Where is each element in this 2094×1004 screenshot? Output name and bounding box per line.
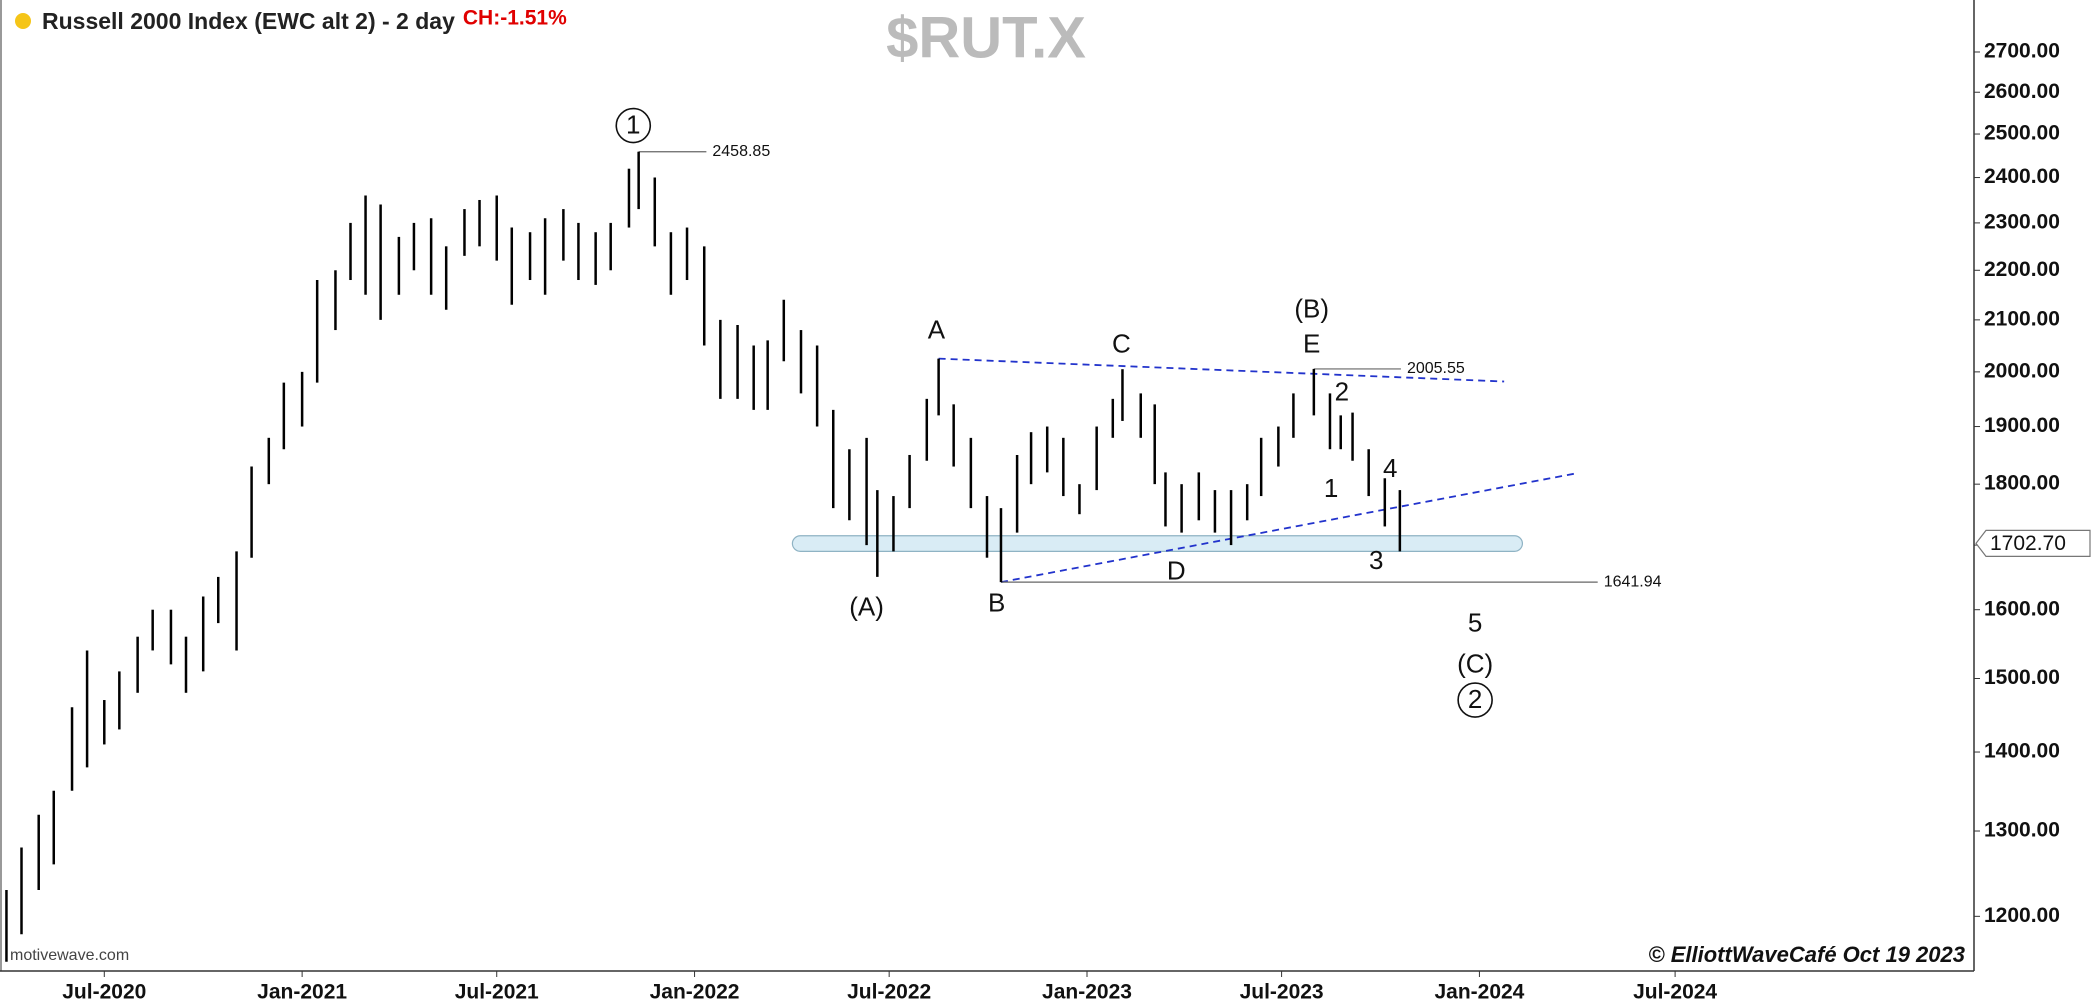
wave-label: (A)	[849, 592, 884, 622]
change-text: CH:-1.51%	[463, 7, 567, 30]
wave-label: 1	[626, 109, 640, 139]
y-tick-label: 2400.00	[1984, 165, 2060, 188]
y-tick-label: 2500.00	[1984, 122, 2060, 145]
trendline	[938, 357, 1505, 383]
y-tick-label: 2700.00	[1984, 40, 2060, 63]
wave-label: 1	[1324, 473, 1338, 503]
y-tick-label: 2100.00	[1984, 307, 2060, 330]
x-tick-label: Jan-2023	[1042, 981, 1132, 1004]
wave-label: 4	[1383, 453, 1397, 483]
level-label: 2458.85	[712, 143, 770, 160]
y-tick-label: 2200.00	[1984, 258, 2060, 281]
wave-label: 5	[1468, 608, 1482, 638]
chart-title: Russell 2000 Index (EWC alt 2) - 2 day	[42, 8, 455, 34]
y-tick-label: 2600.00	[1984, 80, 2060, 103]
level-label: 2005.55	[1407, 360, 1465, 377]
wave-label: B	[988, 588, 1005, 618]
copyright: © ElliottWaveCafé Oct 19 2023	[1648, 942, 1965, 967]
wave-label: A	[928, 314, 946, 344]
level-label: 1641.94	[1604, 573, 1662, 590]
wave-circle	[1457, 682, 1493, 718]
wave-label: (C)	[1457, 648, 1493, 678]
last-price-label: 1702.70	[1990, 532, 2066, 555]
y-tick-label: 1500.00	[1984, 666, 2060, 689]
last-price-box	[1975, 529, 2091, 557]
x-tick-label: Jan-2021	[257, 981, 347, 1004]
y-tick-label: 1400.00	[1984, 740, 2060, 763]
x-tick-label: Jan-2022	[650, 981, 740, 1004]
y-tick-label: 2300.00	[1984, 210, 2060, 233]
wave-label: C	[1112, 328, 1131, 358]
wave-label: 2	[1468, 684, 1482, 714]
x-tick-label: Jul-2023	[1240, 981, 1324, 1004]
y-tick-label: 2000.00	[1984, 359, 2060, 382]
wave-label: E	[1303, 328, 1320, 358]
trendline	[1000, 472, 1576, 584]
wave-label: 2	[1335, 377, 1349, 407]
x-tick-label: Jul-2024	[1633, 981, 1717, 1004]
x-tick-label: Jul-2022	[847, 981, 931, 1004]
wave-label: 3	[1369, 545, 1383, 575]
watermark: $RUT.X	[886, 5, 1086, 70]
wave-circle	[615, 107, 652, 144]
x-tick-label: Jul-2020	[62, 981, 146, 1004]
status-dot	[15, 13, 31, 29]
x-tick-label: Jul-2021	[455, 981, 539, 1004]
y-tick-label: 1900.00	[1984, 414, 2060, 437]
y-tick-label: 1600.00	[1984, 597, 2060, 620]
support-band	[791, 535, 1524, 552]
source: motivewave.com	[10, 947, 129, 964]
y-tick-label: 1300.00	[1984, 819, 2060, 842]
y-tick-label: 1200.00	[1984, 904, 2060, 927]
y-tick-label: 1800.00	[1984, 472, 2060, 495]
wave-label: D	[1167, 556, 1186, 586]
x-tick-label: Jan-2024	[1434, 981, 1524, 1004]
wave-label: (B)	[1294, 294, 1329, 324]
